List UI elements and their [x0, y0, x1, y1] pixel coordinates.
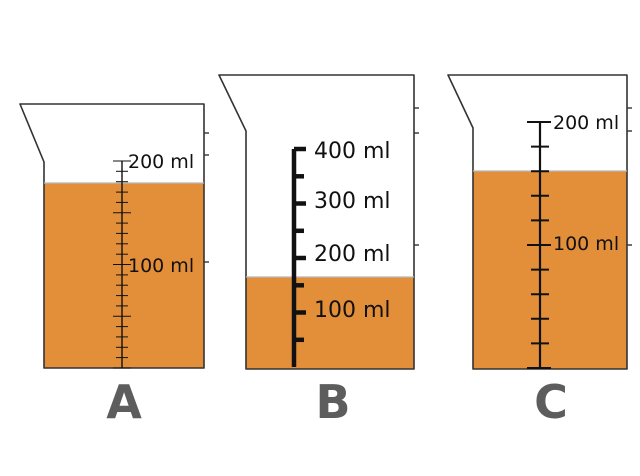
scale-label-c-100: 100 ml — [553, 233, 619, 255]
cylinder-a: 200 ml 100 ml A — [19, 103, 209, 429]
scale-label-b-300: 300 ml — [314, 189, 391, 214]
scale-ticks-b — [294, 146, 306, 343]
scale-label-c-200: 200 ml — [553, 112, 619, 134]
side-ticks-a — [204, 132, 209, 263]
scale-a — [113, 160, 131, 369]
cylinder-letter-c: C — [534, 375, 568, 429]
side-ticks-c — [627, 107, 632, 246]
liquid-c — [473, 171, 627, 369]
outline-b — [218, 74, 415, 370]
scale-label-a-100: 100 ml — [128, 255, 194, 277]
scale-label-a-200: 200 ml — [128, 151, 194, 173]
scale-ticks-c — [527, 121, 551, 369]
cylinder-c: 200 ml 100 ml C — [447, 74, 632, 429]
cylinder-letter-a: A — [106, 375, 142, 429]
cylinder-letter-b: B — [315, 375, 350, 429]
scale-c — [527, 121, 551, 369]
side-ticks-b — [414, 107, 419, 246]
scale-label-b-400: 400 ml — [314, 139, 391, 164]
liquid-b — [246, 277, 414, 369]
scale-b — [291, 146, 306, 367]
scale-label-b-100: 100 ml — [314, 298, 391, 323]
scale-label-b-200: 200 ml — [314, 242, 391, 267]
cylinder-b: 400 ml 300 ml 200 ml 100 ml B — [218, 74, 419, 429]
scale-ticks-a — [113, 160, 131, 369]
